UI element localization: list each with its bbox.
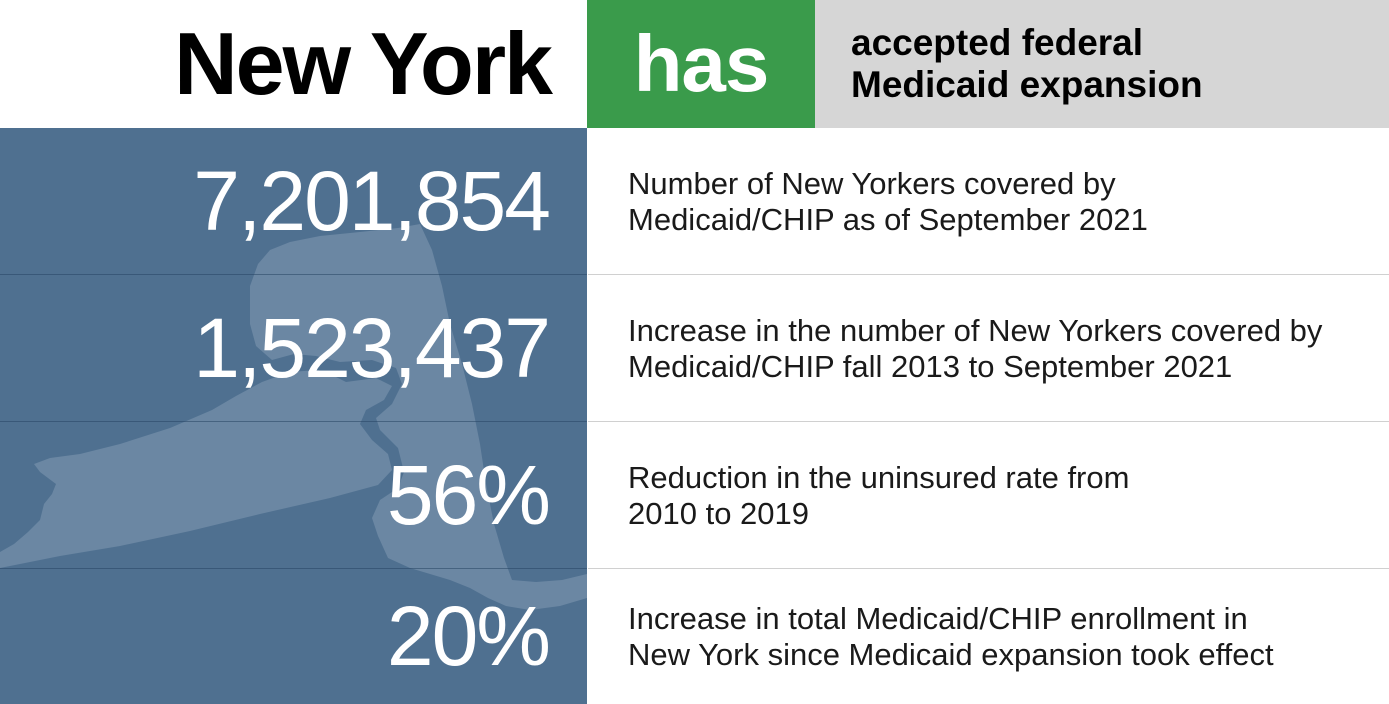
row-divider	[0, 568, 587, 569]
stat-row: 7,201,854 Number of New Yorkers covered …	[0, 128, 1389, 275]
stat-label-line-1: Increase in the number of New Yorkers co…	[628, 312, 1323, 348]
stats-list: 7,201,854 Number of New Yorkers covered …	[0, 128, 1389, 704]
row-divider	[588, 568, 1389, 569]
stat-row: 20% Increase in total Medicaid/CHIP enro…	[0, 569, 1389, 704]
stat-value: 20%	[386, 589, 551, 683]
header-bar: New York has accepted federal Medicaid e…	[0, 0, 1389, 128]
stat-label-line-1: Number of New Yorkers covered by	[628, 165, 1116, 201]
state-silhouette-shape	[0, 224, 587, 610]
row-divider	[0, 274, 587, 275]
stat-label-line-1: Reduction in the uninsured rate from	[628, 459, 1130, 495]
row-divider	[588, 274, 1389, 275]
new-york-state-map-icon	[0, 128, 587, 704]
stat-label-line-2: Medicaid/CHIP fall 2013 to September 202…	[628, 348, 1233, 384]
stat-label: Increase in total Medicaid/CHIP enrollme…	[628, 569, 1348, 704]
stat-label-line-2: 2010 to 2019	[628, 495, 810, 531]
stat-label: Number of New Yorkers covered by Medicai…	[628, 128, 1348, 275]
status-description-line-2: Medicaid expansion	[851, 64, 1203, 105]
stat-label-line-2: New York since Medicaid expansion took e…	[628, 636, 1274, 672]
expansion-status-description: accepted federal Medicaid expansion	[815, 0, 1389, 128]
stat-value: 1,523,437	[193, 301, 551, 395]
stat-value: 7,201,854	[193, 154, 551, 248]
stat-label: Reduction in the uninsured rate from 201…	[628, 422, 1348, 569]
stat-value: 56%	[386, 448, 551, 542]
expansion-status-badge: has	[587, 0, 815, 128]
stat-label: Increase in the number of New Yorkers co…	[628, 275, 1348, 422]
stat-label-line-1: Increase in total Medicaid/CHIP enrollme…	[628, 600, 1248, 636]
row-divider	[588, 421, 1389, 422]
stats-panel	[0, 128, 587, 704]
stat-label-line-2: Medicaid/CHIP as of September 2021	[628, 201, 1148, 237]
stat-row: 1,523,437 Increase in the number of New …	[0, 275, 1389, 422]
row-divider	[0, 421, 587, 422]
stat-row: 56% Reduction in the uninsured rate from…	[0, 422, 1389, 569]
state-name: New York	[0, 0, 587, 128]
status-description-line-1: accepted federal	[851, 22, 1144, 63]
